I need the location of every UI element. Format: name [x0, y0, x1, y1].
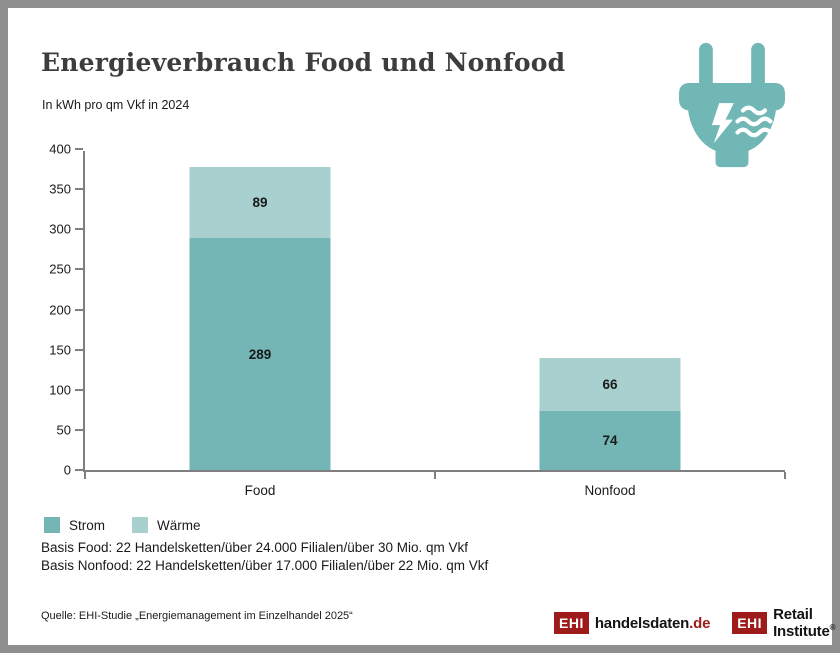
basis-food-note: Basis Food: 22 Handelsketten/über 24.000…	[41, 540, 468, 555]
plug-icon	[676, 41, 788, 169]
chart-subtitle: In kWh pro qm Vkf in 2024	[42, 98, 190, 112]
segment-wärme-nonfood: 66	[539, 357, 681, 411]
legend: Strom Wärme	[44, 517, 201, 533]
bar-nonfood: 74 66	[539, 357, 681, 470]
y-tick-mark	[75, 148, 83, 150]
basis-notes: Basis Food: 22 Handelsketten/über 24.000…	[41, 539, 488, 574]
segment-value: 66	[602, 376, 618, 392]
handelsdaten-logo: EHI handelsdaten.de	[554, 612, 710, 634]
segment-value: 74	[602, 432, 618, 448]
footer-logos: EHI handelsdaten.de EHI Retail Institute…	[554, 606, 835, 640]
segment-wärme-food: 89	[189, 166, 331, 239]
y-tick-label: 150	[49, 342, 71, 358]
legend-label: Strom	[69, 517, 106, 533]
registered-mark: ®	[829, 623, 836, 632]
y-tick-label: 50	[56, 422, 71, 438]
legend-swatch	[44, 517, 60, 533]
legend-item-strom: Strom	[44, 517, 105, 533]
y-tick-mark	[75, 469, 83, 471]
y-tick-mark	[75, 428, 83, 431]
x-tick-mark	[434, 472, 436, 479]
x-category-label: Food	[244, 483, 276, 498]
ehi-badge: EHI	[554, 612, 589, 634]
ehi-badge: EHI	[732, 612, 768, 634]
basis-nonfood-note: Basis Nonfood: 22 Handelsketten/über 17.…	[41, 557, 489, 573]
segment-strom-food: 289	[189, 238, 331, 470]
source-line: Quelle: EHI-Studie „Energiemanagement im…	[41, 610, 353, 622]
x-category-label: Nonfood	[584, 483, 636, 498]
segment-value: 289	[248, 346, 272, 362]
y-tick-mark	[75, 348, 83, 351]
x-tick-mark	[84, 472, 86, 479]
y-tick-mark	[75, 188, 83, 191]
y-tick-label: 200	[49, 302, 71, 317]
plot-area: 0 50 100 150 200 250 300 350 400 289 89 Food 74 66 Non…	[49, 142, 786, 498]
legend-item-wärme: Wärme	[132, 517, 201, 533]
bar-food: 289 89	[189, 166, 331, 470]
chart-title: Energieverbrauch Food und Nonfood	[41, 48, 566, 77]
y-tick-mark	[75, 388, 83, 391]
lightning-bolt-icon	[711, 103, 734, 144]
y-tick-mark	[75, 228, 83, 231]
y-tick-mark	[75, 268, 83, 271]
legend-label: Wärme	[157, 517, 201, 533]
segment-value: 89	[252, 194, 268, 210]
y-tick-label: 300	[49, 221, 71, 237]
y-tick-label: 350	[49, 181, 71, 197]
x-tick-mark	[784, 472, 786, 479]
legend-swatch	[132, 517, 149, 533]
segment-strom-nonfood: 74	[539, 410, 681, 470]
retail-institute-logo: EHI Retail Institute®	[732, 606, 835, 640]
y-tick-mark	[75, 308, 83, 311]
y-tick-label: 400	[49, 141, 71, 157]
retail-institute-logo-text: Retail Institute®	[773, 606, 836, 640]
y-tick-label: 0	[63, 462, 71, 478]
handelsdaten-logo-text: handelsdaten.de	[594, 614, 711, 632]
y-tick-label: 100	[49, 382, 71, 398]
y-tick-label: 250	[49, 261, 71, 277]
